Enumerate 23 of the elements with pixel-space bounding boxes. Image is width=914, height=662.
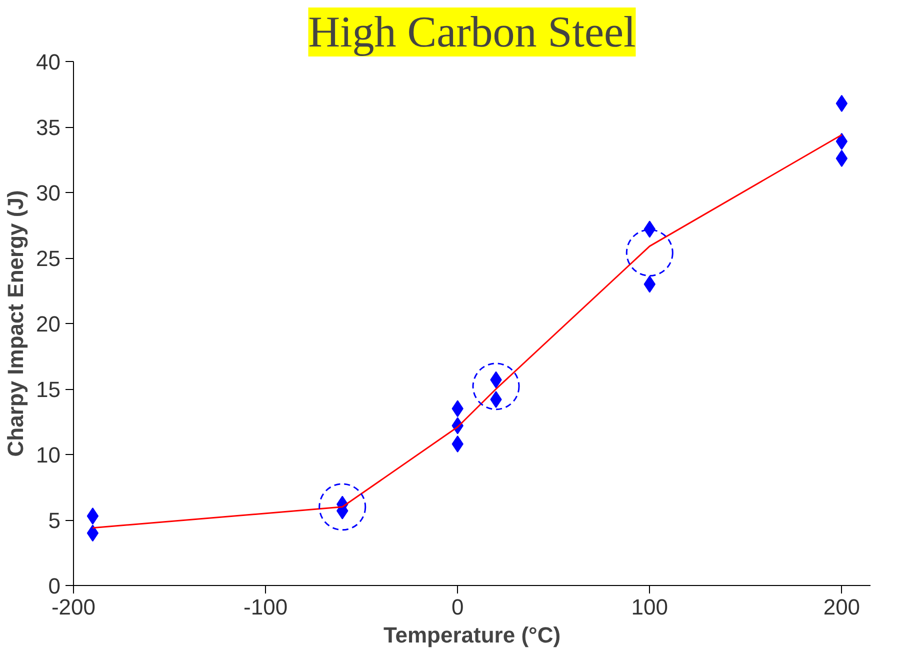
y-tick-label: 20: [36, 312, 61, 336]
point: [318, 483, 366, 531]
y-tick-label: 35: [36, 115, 61, 140]
y-tick-label: 40: [36, 50, 61, 74]
point: [472, 362, 520, 410]
x-tick-label: 100: [631, 594, 668, 620]
y-tick-label: 25: [36, 246, 61, 271]
x-tick-label: 0: [451, 594, 464, 620]
x-tick-label: -100: [244, 594, 288, 620]
point: [836, 94, 848, 112]
chart-title: High Carbon Steel: [308, 8, 636, 56]
point: [836, 132, 848, 150]
y-tick-label: 10: [36, 442, 61, 468]
point: [86, 524, 99, 542]
y-tick-label: 15: [36, 377, 61, 402]
y-axis-title: Charpy Impact Energy (J): [3, 190, 28, 457]
point: [86, 508, 99, 525]
y-tick-label: 30: [36, 180, 61, 206]
x-tick-label: 200: [823, 594, 860, 620]
point: [626, 229, 674, 276]
point: [836, 150, 848, 167]
y-tick-label: 5: [48, 508, 61, 533]
x-axis-title: Temperature (°C): [383, 622, 561, 648]
